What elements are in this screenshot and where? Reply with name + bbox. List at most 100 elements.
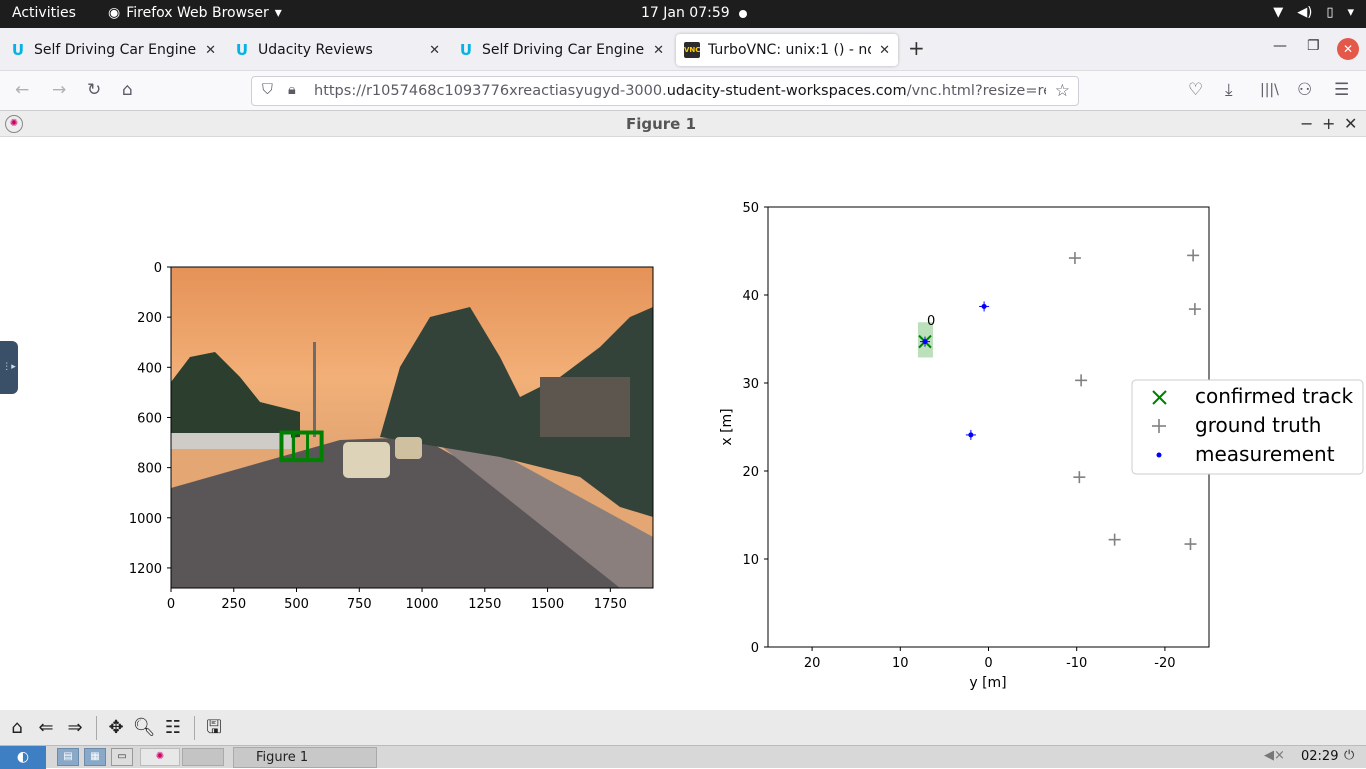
x-tick-label: 1750 (594, 597, 627, 612)
tab-label: Udacity Reviews (258, 42, 373, 58)
empty-task-slot[interactable] (182, 748, 224, 766)
lock-icon[interactable]: 🔒︎ (288, 82, 296, 98)
x-tick-label: 0 (167, 597, 175, 612)
menu-icon[interactable]: ☰ (1334, 80, 1350, 100)
home-icon[interactable]: ⌂ (122, 80, 133, 100)
window-icon[interactable]: ▭ (111, 748, 133, 766)
library-icon[interactable]: |||\ (1260, 82, 1279, 98)
new-tab-button[interactable]: + (908, 36, 925, 60)
zoom-icon[interactable]: 🔍︎ (132, 717, 156, 738)
x-tick-label: 1500 (531, 597, 564, 612)
matplotlib-logo-icon: ✺ (5, 115, 23, 133)
forward-arrow-icon[interactable]: → (52, 80, 67, 100)
ground-truth-marker (1188, 303, 1201, 316)
volume-icon: ◀) (1297, 5, 1313, 20)
legend-plus-marker (1152, 419, 1166, 433)
image-y-ticks: 0 200 400 600 800 1000 1200 (129, 261, 171, 577)
app-menu[interactable]: ◉ Firefox Web Browser ▾ (108, 5, 282, 21)
tab-self-driving-1[interactable]: U Self Driving Car Engineer ✕ (2, 34, 224, 66)
minimize-icon[interactable]: — (1273, 38, 1287, 54)
clock[interactable]: 17 Jan 07:59 (641, 5, 730, 21)
close-tab-icon[interactable]: ✕ (653, 42, 664, 58)
y-axis-label: x [m] (719, 408, 735, 445)
pole (313, 342, 316, 437)
x-tick-label: 500 (284, 597, 309, 612)
legend-box (1131, 379, 1364, 475)
download-icon[interactable]: ⤓ (1225, 80, 1233, 100)
sidewalk (430, 437, 653, 588)
right-building (540, 377, 630, 437)
tab-bar: U Self Driving Car Engineer ✕ U Udacity … (0, 28, 1366, 71)
url-bar[interactable]: ⛉ 🔒︎ https://r1057468c1093776xreactiasyu… (251, 76, 1079, 106)
taskbar-item-figure-1[interactable]: Figure 1 (233, 747, 377, 768)
monitor-icon[interactable]: ▦ (84, 748, 106, 766)
y-tick-label: 30 (742, 377, 759, 392)
taskbar-clock[interactable]: 02:29 (1301, 749, 1339, 764)
activities-button[interactable]: Activities (12, 5, 76, 21)
tab-self-driving-2[interactable]: U Self Driving Car Engineer ✕ (450, 34, 672, 66)
y-tick-label: 50 (742, 201, 759, 216)
y-tick-label: 0 (751, 641, 759, 656)
configure-subplots-icon[interactable]: ☷ (164, 717, 182, 738)
back-icon[interactable]: ⇐ (38, 717, 54, 738)
pan-icon[interactable]: ✥ (108, 717, 124, 738)
matplotlib-toolbar: ⌂ ⇐ ⇒ ✥ 🔍︎ ☷ 🖫 (0, 710, 1366, 745)
reload-icon[interactable]: ↻ (87, 80, 102, 100)
volume-muted-icon[interactable]: ◀× (1264, 748, 1285, 763)
tab-udacity-reviews[interactable]: U Udacity Reviews ✕ (226, 34, 448, 66)
close-tab-icon[interactable]: ✕ (205, 42, 216, 58)
power-icon[interactable]: ⏻ (1344, 748, 1355, 763)
matplotlib-task-icon[interactable]: ✺ (140, 748, 180, 766)
y-tick-label: 200 (137, 311, 162, 326)
x-tick-label: -20 (1154, 656, 1175, 671)
close-tab-icon[interactable]: ✕ (429, 42, 440, 58)
save-icon[interactable]: 🖫 (206, 717, 222, 738)
sync-icon[interactable]: ⚇ (1297, 80, 1313, 100)
url-text[interactable]: https://r1057468c1093776xreactiasyugyd-3… (314, 83, 1046, 99)
close-icon[interactable]: ✕ (1344, 114, 1358, 133)
files-icon[interactable]: ▤ (57, 748, 79, 766)
tab-label: Self Driving Car Engineer (34, 42, 198, 58)
shield-icon[interactable]: ⛉ (262, 82, 273, 98)
x-tick-label: 20 (804, 656, 821, 671)
firefox-icon: ◉ (108, 5, 121, 21)
close-tab-icon[interactable]: ✕ (879, 42, 890, 58)
start-menu-icon[interactable]: ◐ (0, 746, 46, 769)
system-top-bar: Activities ◉ Firefox Web Browser ▾ 17 Ja… (0, 0, 1366, 28)
forward-icon[interactable]: ⇒ (67, 717, 83, 738)
home-icon[interactable]: ⌂ (11, 717, 23, 738)
scatter-points-group (918, 249, 1201, 551)
ground-truth-marker (1073, 471, 1086, 484)
toolbar-separator (194, 716, 195, 740)
back-arrow-icon[interactable]: ← (15, 80, 30, 100)
bookmark-star-icon[interactable]: ☆ (1054, 81, 1070, 101)
toolbar-separator (96, 716, 97, 740)
navigation-toolbar: ← → ↻ ⌂ ⛉ 🔒︎ https://r1057468c1093776xre… (0, 71, 1366, 111)
figure-canvas[interactable]: 0 250 500 750 1000 1250 1500 1750 0200400600800… (0, 137, 1366, 710)
left-trees (171, 352, 300, 447)
maximize-icon[interactable]: + (1322, 114, 1336, 133)
white-car (343, 442, 390, 478)
novnc-control-handle[interactable]: ⋮▸ (0, 341, 18, 394)
minimize-icon[interactable]: − (1300, 114, 1314, 133)
tracking-y-ticks: 0 10 20 30 40 50 (742, 201, 768, 656)
y-tick-label: 800 (137, 462, 162, 477)
pocket-icon[interactable]: ♡ (1188, 80, 1204, 100)
maximize-icon[interactable]: ❐ (1307, 38, 1320, 54)
y-tick-label: 10 (742, 553, 759, 568)
ground-truth-marker (1187, 249, 1200, 262)
distant-car (395, 437, 422, 459)
left-wall (171, 433, 291, 449)
tab-turbovnc[interactable]: VNC TurboVNC: unix:1 () - noVNC ✕ (676, 34, 898, 66)
system-tray[interactable]: ▼ ◀) ▯ ▾ (1273, 5, 1354, 20)
ground-truth-marker (1108, 533, 1121, 546)
ground-truth-marker (1068, 252, 1081, 265)
close-window-icon[interactable]: ✕ (1337, 38, 1359, 60)
x-tick-label: -10 (1066, 656, 1087, 671)
legend-dot-marker (1156, 452, 1162, 458)
y-tick-label: 1000 (129, 512, 162, 527)
x-tick-label: 0 (984, 656, 992, 671)
x-tick-label: 10 (892, 656, 909, 671)
legend-label-confirmed: confirmed track (1195, 384, 1354, 408)
tab-label: Self Driving Car Engineer (482, 42, 646, 58)
